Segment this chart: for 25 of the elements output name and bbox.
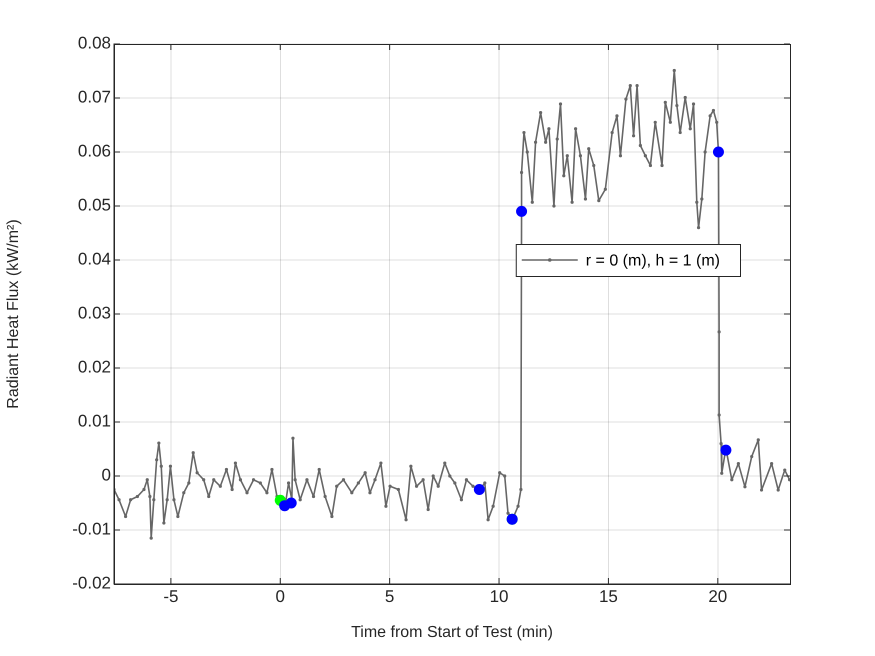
y-tick-label: 0.02 <box>78 358 111 377</box>
x-tick-label: 10 <box>490 586 508 606</box>
y-tick-label: 0.08 <box>78 34 111 53</box>
point <box>516 206 528 217</box>
y-tick-label: 0 <box>102 466 111 485</box>
point <box>720 444 732 456</box>
point <box>474 484 485 495</box>
y-tick-label: 0.05 <box>78 196 111 215</box>
x-tick-label: 20 <box>708 586 728 606</box>
x-axis-title: Time from Start of Test (min) <box>351 624 553 641</box>
x-tick-label: 15 <box>598 586 618 606</box>
legend-label: r = 0 (m), h = 1 (m) <box>586 252 720 270</box>
y-tick-label: 0.03 <box>78 304 111 323</box>
y-tick-label: 0.04 <box>78 250 111 269</box>
x-tick-label: 5 <box>384 586 394 606</box>
y-tick-label: 0.06 <box>78 142 111 161</box>
x-tick-label: 0 <box>276 586 285 606</box>
x-tick-label: -5 <box>163 586 178 606</box>
y-tick-label: 0.01 <box>78 412 111 431</box>
y-tick-label: 0.07 <box>78 88 111 107</box>
point <box>286 498 297 508</box>
point <box>712 146 724 158</box>
y-tick-label: -0.01 <box>72 520 111 539</box>
y-tick-label: -0.02 <box>72 574 111 593</box>
y-axis-title: Radiant Heat Flux (kW/m²) <box>5 219 22 409</box>
